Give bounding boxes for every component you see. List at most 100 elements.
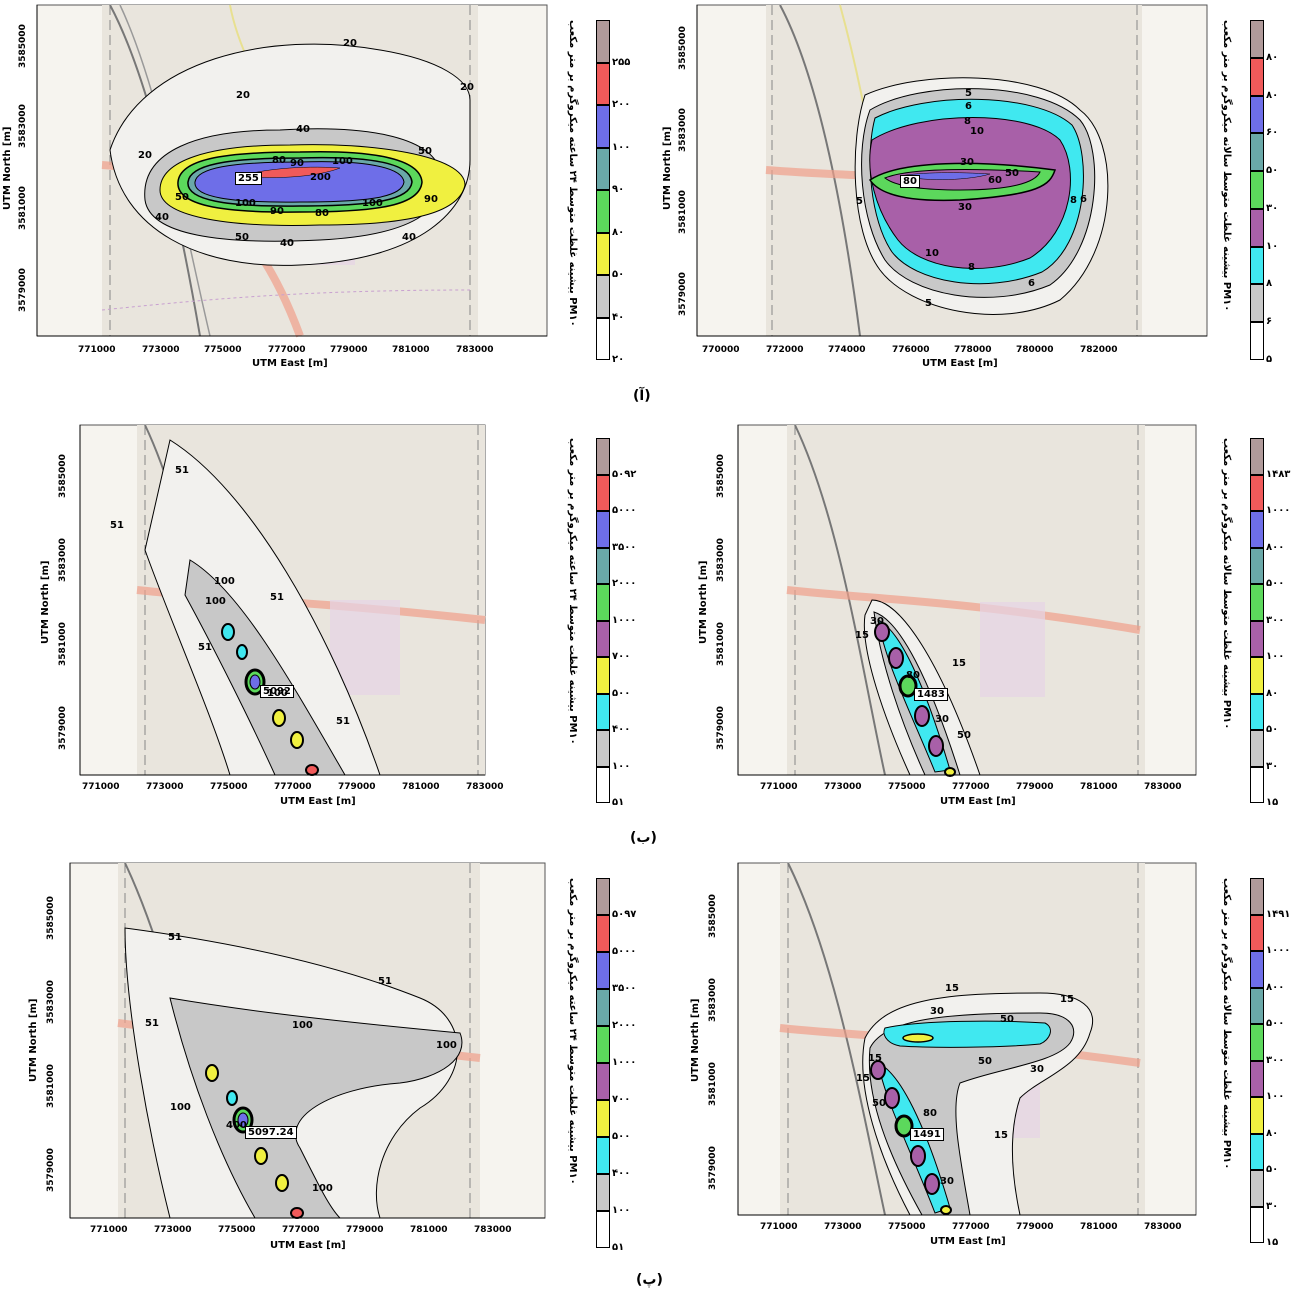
x-tick: 777000 bbox=[268, 345, 306, 355]
x-axis-title: UTM East [m] bbox=[922, 358, 998, 369]
x-tick: 772000 bbox=[766, 345, 804, 355]
legend-value: ۳۰۰ bbox=[1266, 614, 1285, 626]
legend-swatch bbox=[1250, 951, 1264, 988]
map-canvas bbox=[696, 4, 1208, 337]
legend-swatch bbox=[1250, 878, 1264, 915]
x-tick: 783000 bbox=[1144, 782, 1182, 792]
map-canvas bbox=[737, 862, 1197, 1216]
peak-label: 1491 bbox=[910, 1128, 944, 1141]
contour-label: 50 bbox=[175, 192, 189, 203]
legend-swatch bbox=[596, 438, 610, 475]
x-tick: 771000 bbox=[760, 782, 798, 792]
legend-value: ۴۰۰ bbox=[612, 1168, 631, 1179]
legend-swatch bbox=[1250, 20, 1264, 58]
contour-label: 15 bbox=[994, 1130, 1008, 1141]
x-tick: 775000 bbox=[210, 782, 248, 792]
peak-label: 80 bbox=[900, 175, 920, 188]
contour-label: 100 bbox=[292, 1020, 313, 1031]
legend-swatch bbox=[1250, 246, 1264, 285]
y-tick: 3585000 bbox=[708, 894, 718, 938]
legend-value: ۵۱ bbox=[612, 797, 625, 808]
legend-swatch bbox=[596, 657, 610, 694]
x-tick: 781000 bbox=[1080, 1222, 1118, 1232]
legend-value: ۴۰۰ bbox=[612, 724, 631, 735]
x-axis-title: UTM East [m] bbox=[270, 1240, 346, 1251]
legend-swatch bbox=[1250, 987, 1264, 1024]
contour-label: 51 bbox=[336, 716, 350, 727]
legend-value: ۵۰۹۷ bbox=[612, 909, 637, 920]
map-canvas bbox=[36, 4, 548, 338]
contour-label: 100 bbox=[205, 596, 226, 607]
contour-label: 5 bbox=[965, 88, 972, 99]
contour-label: 51 bbox=[175, 465, 189, 476]
legend-value: ۸ bbox=[1266, 278, 1273, 290]
x-tick: 777000 bbox=[274, 782, 312, 792]
map-panel-row2-left: 5092 51 51 51 100 100 51 100 51 UTM Nort… bbox=[0, 420, 640, 830]
caption-row3: (پ) bbox=[636, 1272, 663, 1288]
caption-row2: (ب) bbox=[630, 830, 657, 846]
contour-label: 100 bbox=[267, 688, 288, 699]
legend-value: ۵۰۹۲ bbox=[612, 468, 637, 480]
legend-swatch bbox=[1250, 322, 1264, 360]
contour-label: 15 bbox=[868, 1053, 882, 1064]
legend-value: ۸۰ bbox=[1266, 687, 1279, 699]
y-tick: 3581000 bbox=[678, 190, 688, 234]
legend-swatch bbox=[1250, 1060, 1264, 1097]
legend-value: ۴۰ bbox=[612, 311, 625, 323]
legend-swatch bbox=[1250, 511, 1264, 548]
legend-value: ۱۵ bbox=[1266, 1237, 1279, 1248]
y-tick: 3583000 bbox=[46, 980, 56, 1024]
legend-value: ۱۴۹۱ bbox=[1266, 908, 1291, 920]
contour-label: 15 bbox=[856, 1073, 870, 1084]
legend-row3-right: ۱۴۹۱ ۱۰۰۰ ۸۰۰ ۵۰۰ ۳۰۰ ۱۰۰ ۸۰ ۵۰ ۳۰ ۱۵ PM۱۰ بیشینه … bbox=[1221, 878, 1290, 1253]
contour-label: 20 bbox=[236, 90, 250, 101]
x-tick: 771000 bbox=[760, 1222, 798, 1232]
legend-value: ۱۰۰ bbox=[612, 1205, 631, 1216]
legend-value: ۱۵ bbox=[1266, 797, 1279, 808]
legend-swatch bbox=[596, 1137, 610, 1174]
y-tick: 3579000 bbox=[708, 1146, 718, 1190]
y-axis-title: UTM North [m] bbox=[698, 560, 709, 645]
contour-label: 15 bbox=[1060, 994, 1074, 1005]
y-tick: 3583000 bbox=[708, 978, 718, 1022]
contour-label: 100 bbox=[436, 1040, 457, 1051]
contour-label: 100 bbox=[362, 198, 383, 209]
peak-label: 5097.24 bbox=[245, 1126, 297, 1139]
y-axis-title: UTM North [m] bbox=[690, 998, 701, 1083]
x-tick: 771000 bbox=[90, 1225, 128, 1235]
contour-label: 5 bbox=[925, 298, 932, 309]
contour-label: 51 bbox=[198, 642, 212, 653]
y-tick: 3581000 bbox=[716, 622, 726, 666]
legend-swatch bbox=[596, 62, 610, 105]
y-tick: 3585000 bbox=[716, 454, 726, 498]
contour-label: 30 bbox=[940, 1176, 954, 1187]
y-tick: 3579000 bbox=[716, 706, 726, 750]
contour-label: 8 bbox=[964, 116, 971, 127]
contour-label: 80 bbox=[272, 155, 286, 166]
contour-label: 50 bbox=[418, 146, 432, 157]
legend-row2-left: ۵۰۹۲ ۵۰۰۰ ۳۵۰۰ ۲۰۰۰ ۱۰۰۰ ۷۰۰ ۵۰۰ ۴۰۰ ۱۰۰ ۵۱ PM۱۰ ب… bbox=[567, 438, 636, 813]
contour-label: 30 bbox=[930, 1006, 944, 1017]
legend-value: ۱۰۰۰ bbox=[612, 1057, 637, 1068]
contour-label: 80 bbox=[906, 670, 920, 681]
legend-swatch bbox=[1250, 438, 1264, 475]
contour-label: 10 bbox=[970, 126, 984, 137]
x-tick: 779000 bbox=[346, 1225, 384, 1235]
contour-label: 20 bbox=[460, 82, 474, 93]
legend-value: ۵۰۰ bbox=[612, 1131, 631, 1142]
contour-label: 100 bbox=[332, 156, 353, 167]
contour-label: 400 bbox=[226, 1120, 247, 1131]
peak-label: 5092 bbox=[260, 685, 294, 698]
x-tick: 777000 bbox=[952, 782, 990, 792]
y-tick: 3585000 bbox=[58, 454, 68, 498]
x-tick: 775000 bbox=[888, 782, 926, 792]
legend-value: ۵۰ bbox=[1266, 1164, 1279, 1175]
x-tick: 777000 bbox=[282, 1225, 320, 1235]
legend-swatch bbox=[1250, 474, 1264, 511]
x-tick: 781000 bbox=[1080, 782, 1118, 792]
legend-swatch bbox=[596, 1174, 610, 1211]
legend-value: ۳۰ bbox=[1266, 202, 1279, 214]
legend-value: ۲۰۰۰ bbox=[612, 1020, 637, 1031]
legend-value: ۹۰ bbox=[612, 184, 625, 195]
contour-label: 51 bbox=[378, 976, 392, 987]
